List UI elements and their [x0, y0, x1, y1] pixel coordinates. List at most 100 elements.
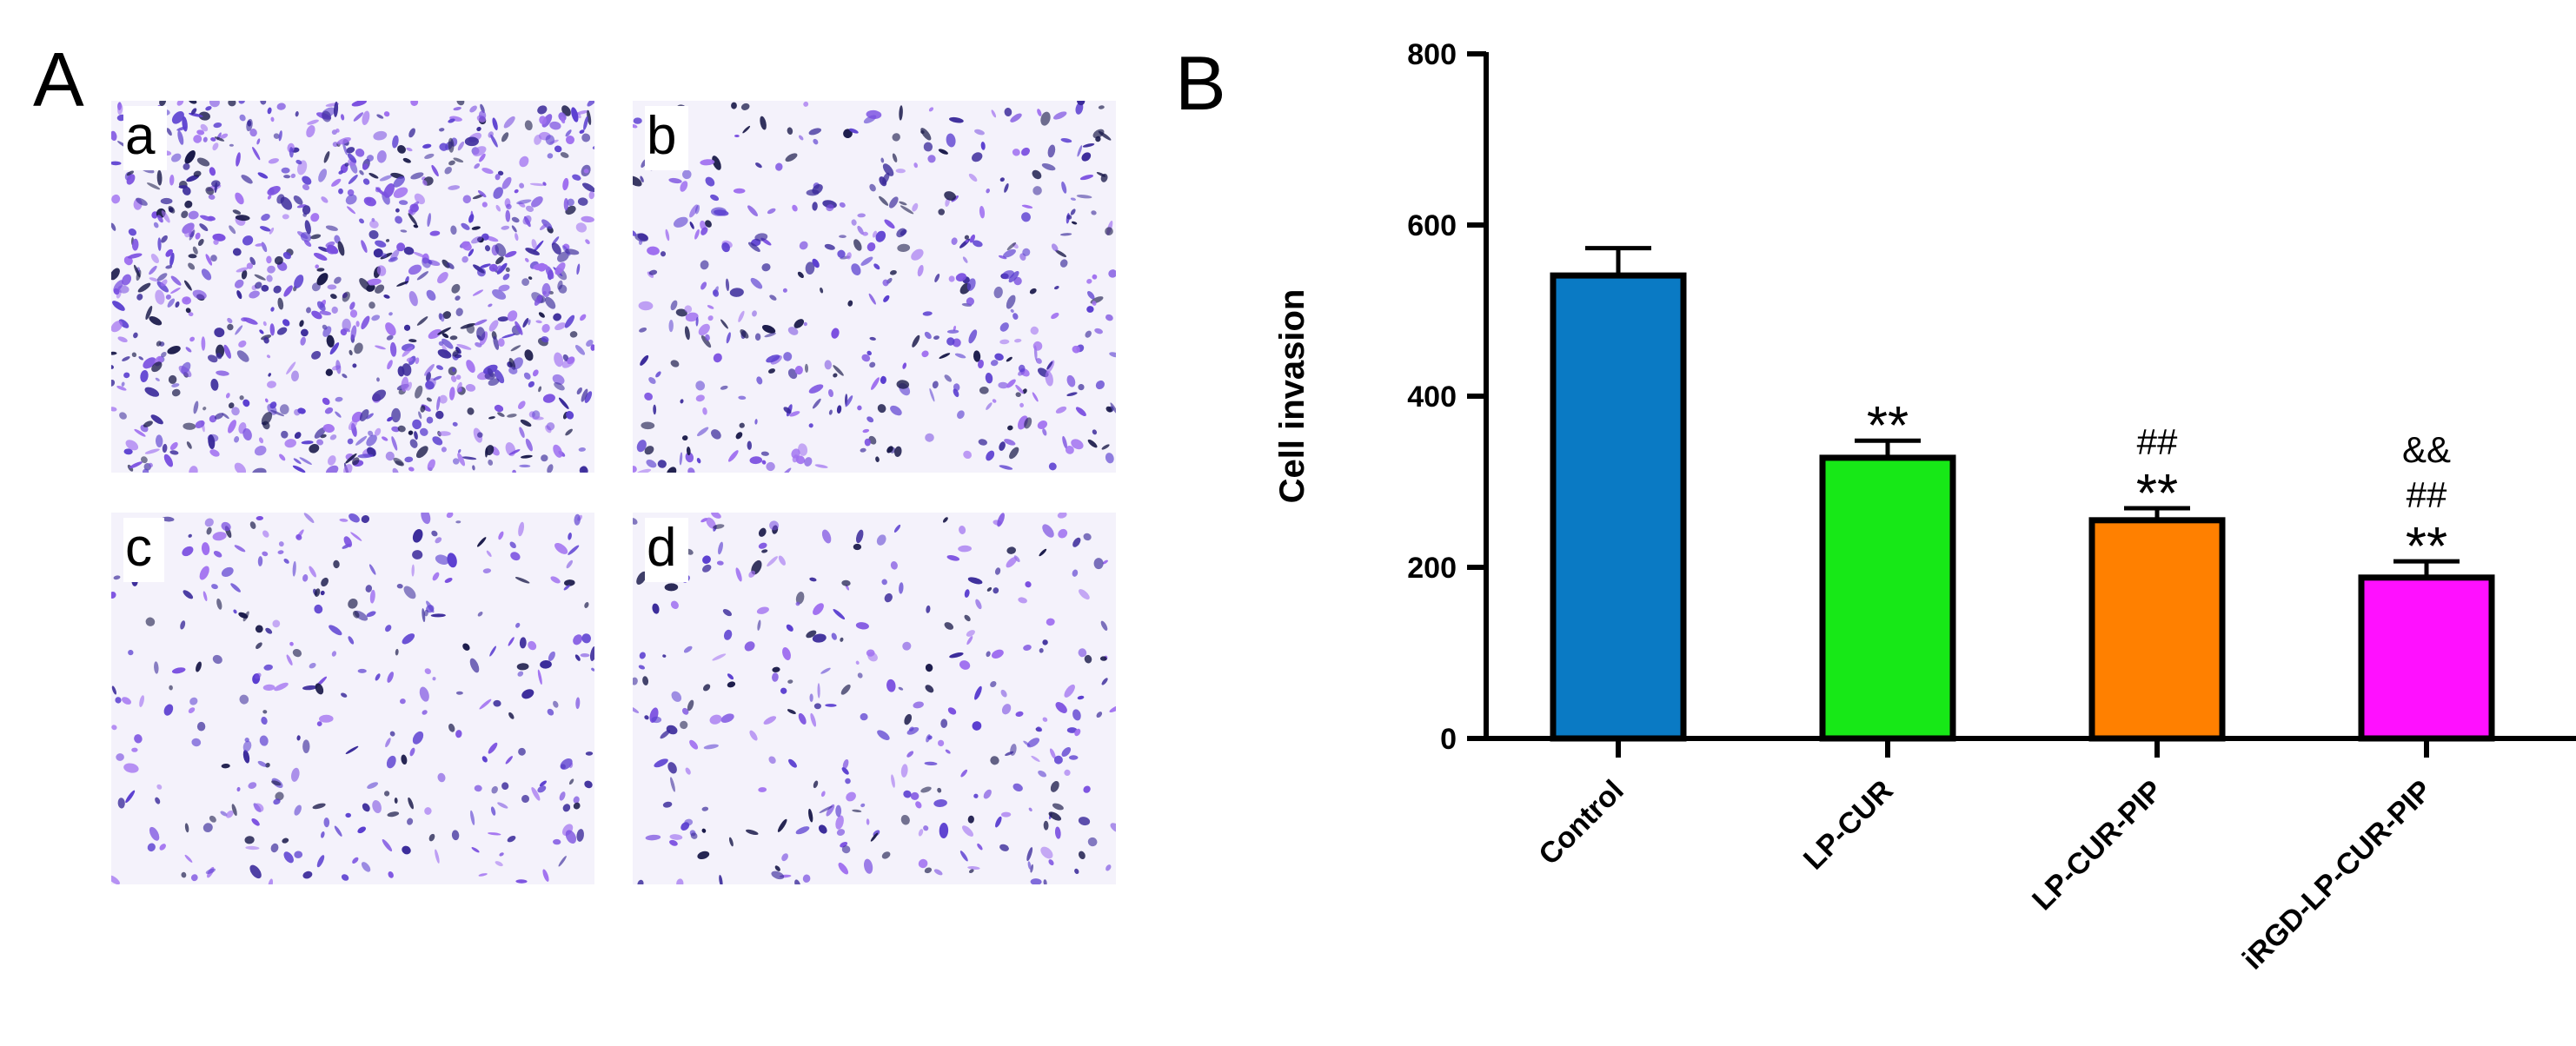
micrograph-d-cells [633, 513, 1116, 884]
stained-cell [857, 225, 864, 235]
stained-cell [323, 151, 330, 163]
stained-cell [299, 320, 304, 328]
stained-cell [205, 868, 216, 875]
stained-cell [495, 204, 501, 212]
stained-cell [636, 571, 647, 585]
stained-cell [783, 407, 792, 414]
stained-cell [542, 394, 555, 403]
stained-cell [424, 668, 431, 674]
stained-cell [968, 329, 978, 344]
stained-cell [934, 274, 940, 282]
bar-control [1550, 272, 1687, 742]
stained-cell [516, 663, 529, 671]
stained-cell [466, 360, 475, 374]
stained-cell [979, 386, 989, 394]
stained-cell [1074, 868, 1079, 874]
stained-cell [775, 162, 783, 171]
stained-cell [408, 467, 415, 472]
stained-cell [210, 378, 219, 391]
stained-cell [257, 172, 269, 179]
stained-cell [1055, 249, 1067, 257]
stained-cell [1048, 462, 1057, 471]
stained-cell [277, 550, 284, 554]
stained-cell [946, 555, 960, 561]
stained-cell [481, 202, 488, 208]
stained-cell [1077, 101, 1086, 106]
stained-cell [835, 815, 844, 830]
stained-cell [974, 685, 982, 700]
stained-cell [701, 828, 707, 833]
stained-cell [580, 314, 587, 321]
stained-cell [814, 464, 828, 468]
stained-cell [154, 661, 159, 674]
stained-cell [422, 710, 428, 715]
stained-cell [637, 233, 648, 242]
stained-cell [115, 697, 122, 704]
stained-cell [562, 354, 569, 361]
stained-cell [789, 411, 800, 417]
stained-cell [542, 182, 547, 186]
stained-cell [821, 529, 832, 544]
stained-cell [560, 152, 569, 158]
stained-cell [758, 542, 767, 549]
stained-cell [1029, 288, 1037, 295]
stained-cell [740, 103, 750, 110]
stained-cell [475, 342, 482, 348]
stained-cell [501, 225, 510, 230]
stained-cell [913, 162, 918, 169]
stained-cell [521, 278, 530, 287]
stained-cell [403, 324, 411, 331]
significance-mark: ## [2137, 421, 2178, 462]
stained-cell [1066, 215, 1072, 220]
stained-cell [979, 206, 986, 219]
stained-cell [746, 829, 759, 835]
stained-cell [332, 142, 339, 148]
stained-cell [689, 222, 694, 229]
stained-cell [472, 146, 487, 157]
stained-cell [640, 175, 644, 182]
micrograph-b-cells [633, 101, 1116, 473]
stained-cell [1052, 803, 1064, 811]
stained-cell [281, 430, 289, 439]
stained-cell [561, 116, 566, 124]
stained-cell [893, 524, 901, 533]
stained-cell [531, 786, 541, 801]
stained-cell [169, 252, 175, 267]
stained-cell [521, 689, 534, 699]
stained-cell [408, 213, 418, 226]
stained-cell [962, 256, 968, 263]
stained-cell [289, 147, 294, 158]
stained-cell [197, 238, 204, 247]
stained-cell [448, 137, 455, 153]
stained-cell [495, 861, 503, 867]
stained-cell [879, 195, 889, 206]
stained-cell [361, 514, 370, 524]
stained-cell [448, 160, 455, 166]
stained-cell [734, 134, 740, 138]
stained-cell [428, 328, 442, 340]
stained-cell [549, 121, 561, 130]
stained-cell [554, 352, 563, 367]
stained-cell [1042, 639, 1048, 645]
stained-cell [684, 305, 693, 314]
stained-cell [267, 265, 276, 274]
stained-cell [433, 375, 442, 381]
stained-cell [975, 599, 982, 610]
stained-cell [998, 255, 1007, 260]
stained-cell [202, 591, 208, 602]
stained-cell [947, 707, 957, 715]
stained-cell [163, 704, 174, 716]
stained-cell [350, 532, 362, 541]
stained-cell [309, 444, 320, 453]
stained-cell [972, 721, 982, 731]
stained-cell [711, 429, 721, 440]
stained-cell [519, 182, 525, 189]
stained-cell [1110, 402, 1116, 415]
stained-cell [938, 209, 946, 215]
stained-cell [310, 234, 322, 240]
stained-cell [149, 277, 159, 282]
stained-cell [884, 219, 895, 229]
stained-cell [131, 747, 138, 752]
stained-cell [1066, 727, 1078, 733]
stained-cell [461, 222, 470, 230]
